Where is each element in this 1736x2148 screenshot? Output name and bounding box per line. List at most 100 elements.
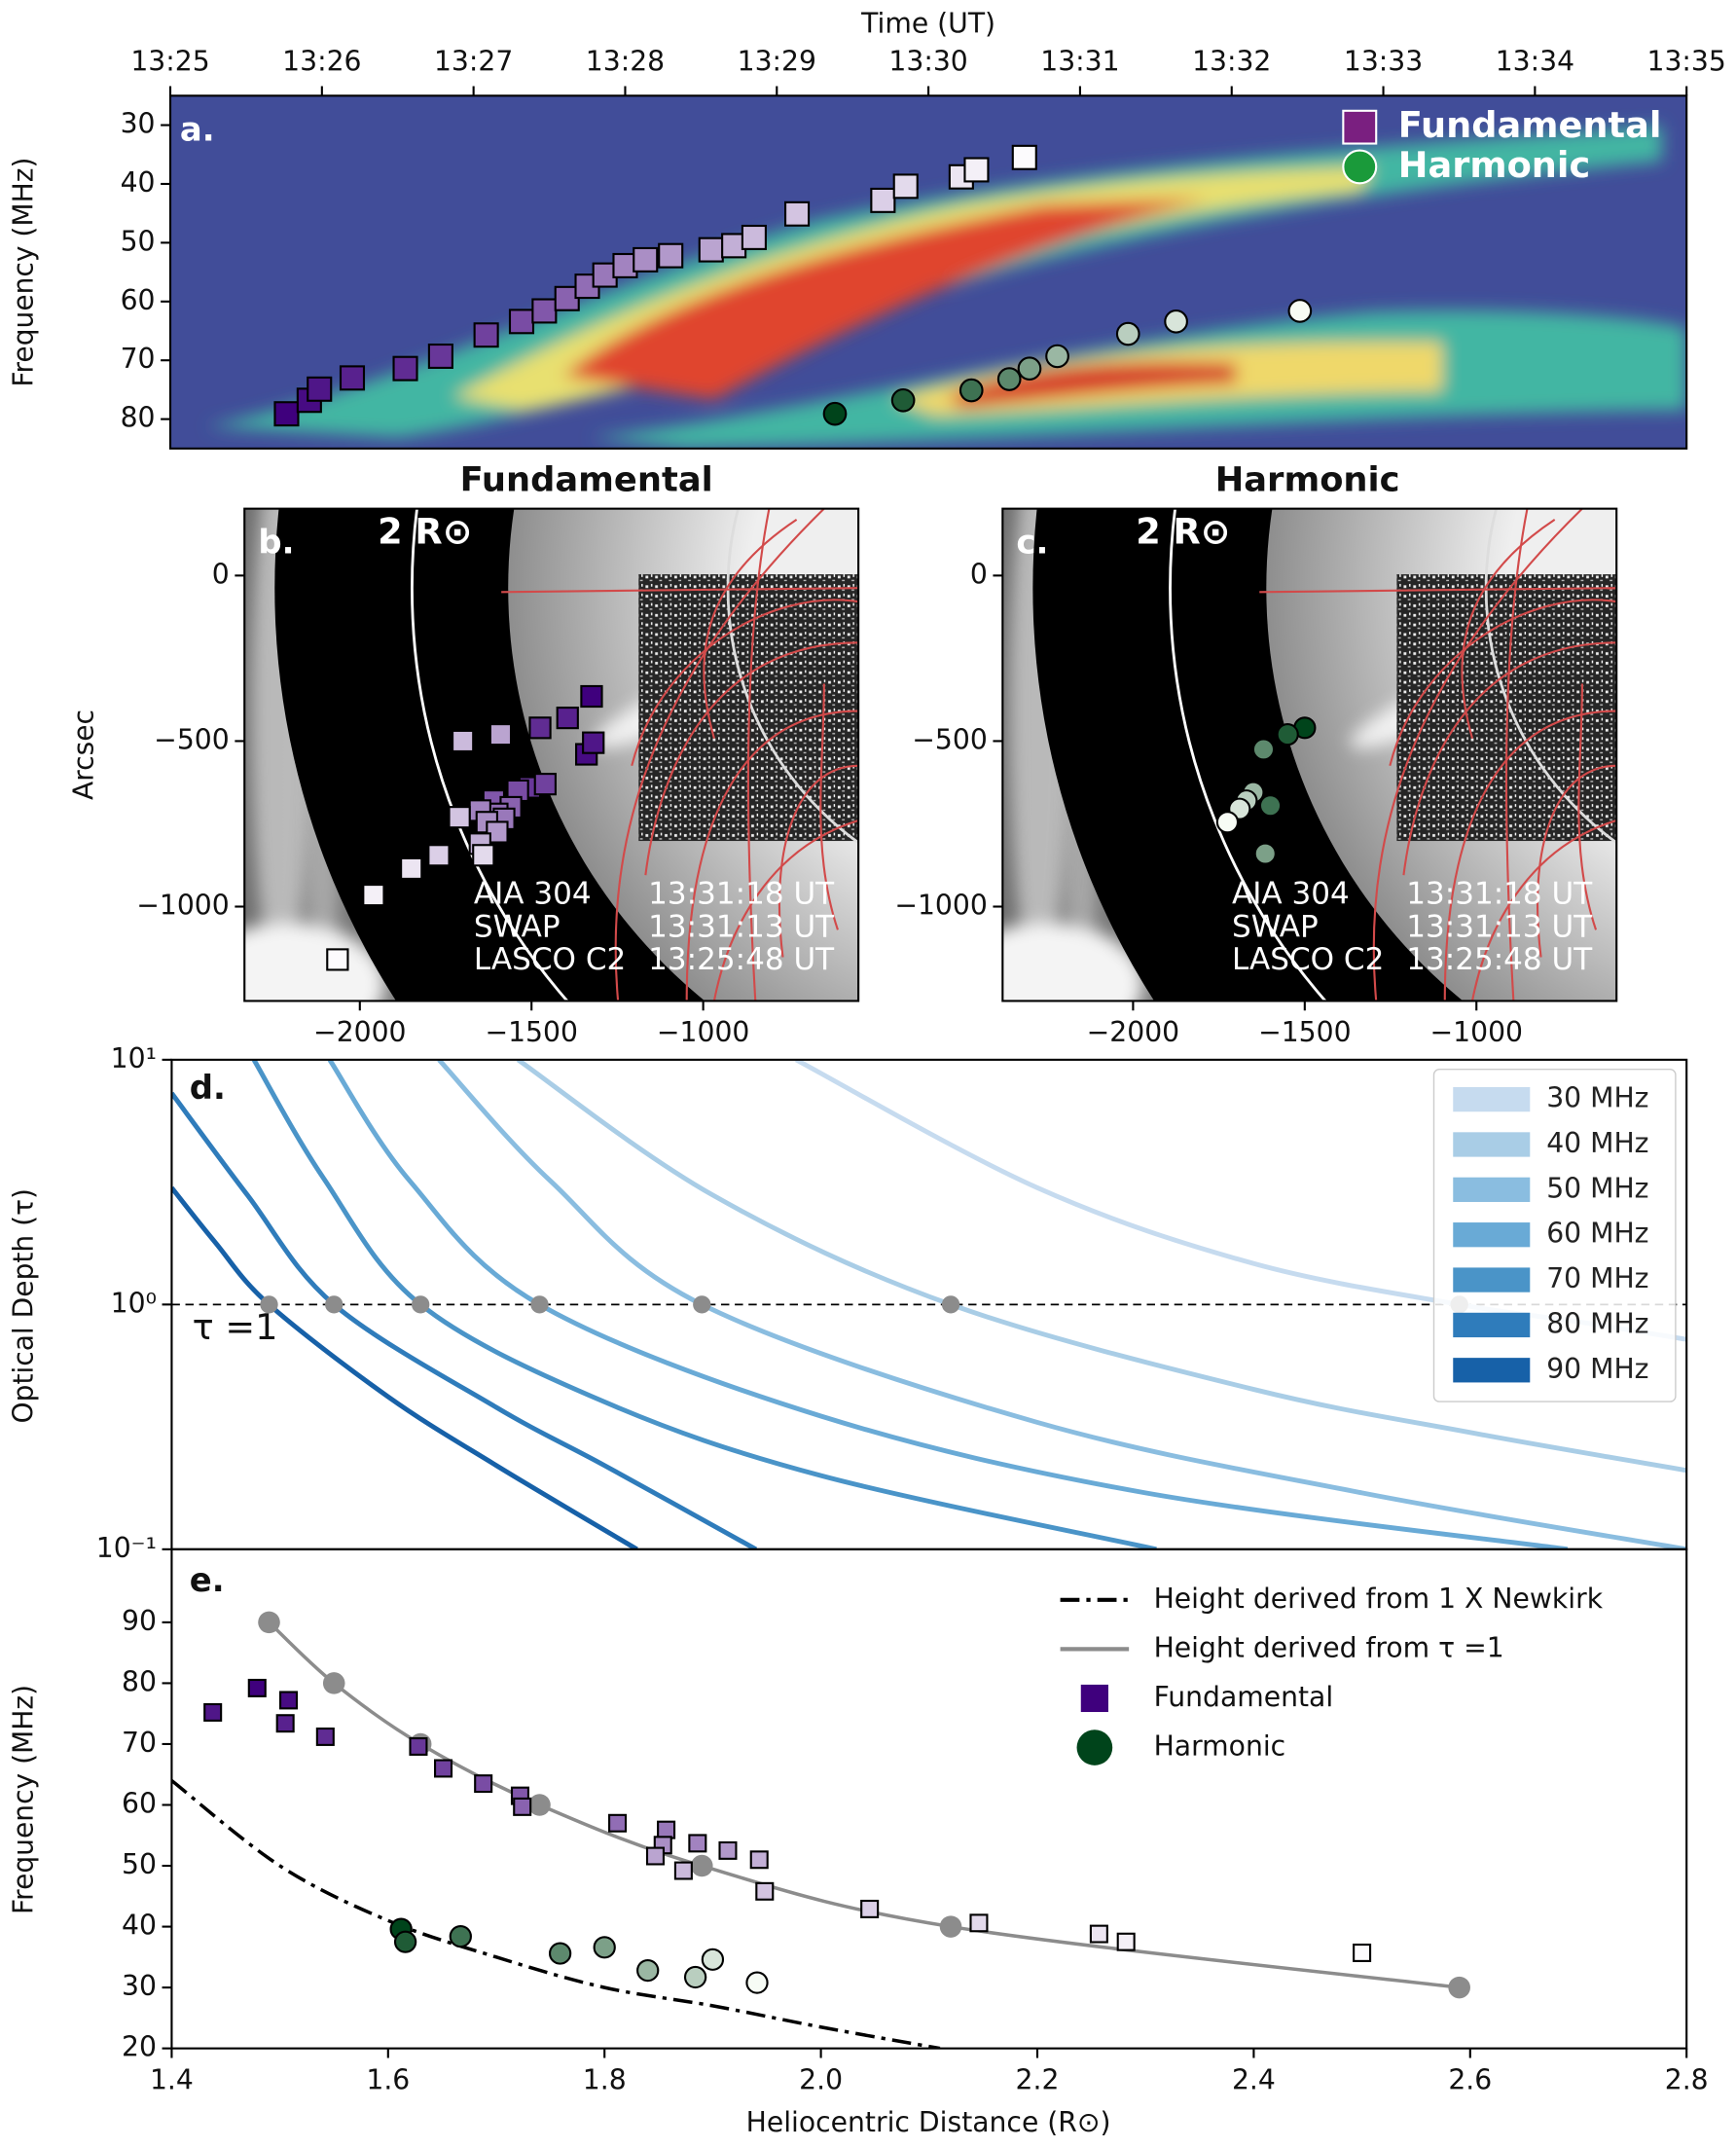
point [392, 355, 418, 382]
legend-label: Fundamental [1154, 1681, 1334, 1713]
legend-label: 60 MHz [1546, 1218, 1648, 1250]
point [969, 1913, 989, 1933]
point [996, 367, 1022, 391]
legend-label: Fundamental [1398, 104, 1662, 146]
point [528, 716, 552, 740]
limb-label: 2 R⊙ [378, 510, 472, 552]
y-tick-label: 50 [121, 225, 156, 257]
point [508, 309, 535, 335]
point [657, 1820, 676, 1839]
legend-swatch [1342, 149, 1378, 185]
time-label: 13:31:18 UT [1406, 877, 1592, 912]
x-tick-label: 13:31 [1040, 46, 1119, 78]
point [362, 884, 385, 907]
legend-label: 40 MHz [1546, 1127, 1648, 1159]
legend-label: Harmonic [1154, 1730, 1286, 1763]
x-tick-label: 13:28 [586, 46, 665, 78]
point [448, 806, 471, 829]
tau-crossing [260, 1295, 278, 1314]
x-tick-label: 13:27 [434, 46, 513, 78]
x-tick-label: −2000 [313, 1016, 406, 1048]
dynamic-spectrum [170, 95, 1687, 449]
y-axis-title: Arcsec [67, 710, 99, 800]
legend-label: Harmonic [1398, 144, 1590, 186]
y-tick-label: −1000 [136, 890, 229, 922]
point [1251, 738, 1276, 761]
panel-title: Fundamental [460, 460, 713, 500]
instrument-label: AIA 304 [1232, 877, 1350, 912]
y-tick-label: 0 [970, 558, 988, 590]
point [556, 707, 579, 730]
point [892, 173, 919, 200]
panel-label: a. [180, 110, 215, 148]
point [633, 246, 659, 273]
legend-swatch [1076, 1729, 1113, 1766]
y-tick-label: −1000 [894, 890, 987, 922]
panel-label: c. [1016, 524, 1048, 562]
y-tick-label: 30 [122, 1970, 157, 2002]
legend-label: Height derived from τ =1 [1154, 1631, 1504, 1663]
point [963, 157, 990, 183]
point [1287, 299, 1313, 323]
legend-swatch [1453, 1132, 1531, 1157]
x-tick-label: 13:30 [888, 46, 967, 78]
point [275, 1714, 295, 1733]
point [958, 378, 984, 403]
series-line [327, 1059, 1569, 1549]
point [1017, 356, 1042, 381]
y-tick-label: 20 [122, 2031, 157, 2063]
legend-swatch [1080, 1684, 1108, 1713]
legend-label: 70 MHz [1546, 1262, 1648, 1294]
x-tick-label: 13:34 [1496, 46, 1574, 78]
time-label: 13:31:18 UT [648, 877, 834, 912]
point [1258, 794, 1283, 818]
y-tick-label: 60 [121, 284, 156, 316]
point [784, 200, 811, 227]
point [451, 729, 475, 753]
instrument-label: LASCO C2 [474, 942, 626, 977]
point [400, 856, 423, 880]
y-tick-label: 70 [121, 343, 156, 375]
series-line [437, 1059, 1687, 1549]
point [473, 322, 499, 348]
time-label: 13:31:13 UT [1406, 910, 1592, 945]
point [531, 298, 558, 324]
point [673, 1861, 693, 1880]
x-tick-label: −1000 [1430, 1016, 1523, 1048]
point [755, 1881, 775, 1901]
instrument-label: LASCO C2 [1232, 942, 1384, 977]
point [513, 1797, 532, 1816]
y-tick-label: 50 [122, 1848, 157, 1880]
point [890, 387, 916, 413]
point [307, 376, 333, 402]
axes-frame [170, 1547, 1688, 2050]
point [449, 1924, 472, 1948]
point [939, 1915, 962, 1938]
point [434, 1759, 453, 1778]
series-line [516, 1059, 1687, 1474]
point [822, 401, 848, 426]
x-tick-label: 2.0 [799, 2063, 843, 2095]
y-tick-label: 40 [122, 1910, 157, 1942]
point [636, 1959, 660, 1983]
point [608, 1813, 628, 1833]
tau-crossing [325, 1295, 344, 1314]
tau-crossing [412, 1295, 430, 1314]
tau-crossing [530, 1295, 549, 1314]
limb-label: 2 R⊙ [1136, 510, 1230, 552]
plot-area [171, 1059, 1687, 1549]
legend-label: 80 MHz [1546, 1307, 1648, 1339]
point [278, 1691, 299, 1710]
tau-crossing [941, 1295, 960, 1314]
point [745, 1971, 769, 1994]
x-tick-label: −1000 [657, 1016, 749, 1048]
point [322, 1672, 345, 1694]
y-tick-label: 10¹ [111, 1042, 157, 1074]
point [393, 1930, 417, 1953]
x-axis-title: Time (UT) [860, 7, 995, 39]
time-label: 13:25:48 UT [1406, 942, 1592, 977]
y-tick-label: 70 [122, 1727, 157, 1759]
point [1045, 344, 1069, 369]
y-tick-label: 0 [212, 558, 230, 590]
